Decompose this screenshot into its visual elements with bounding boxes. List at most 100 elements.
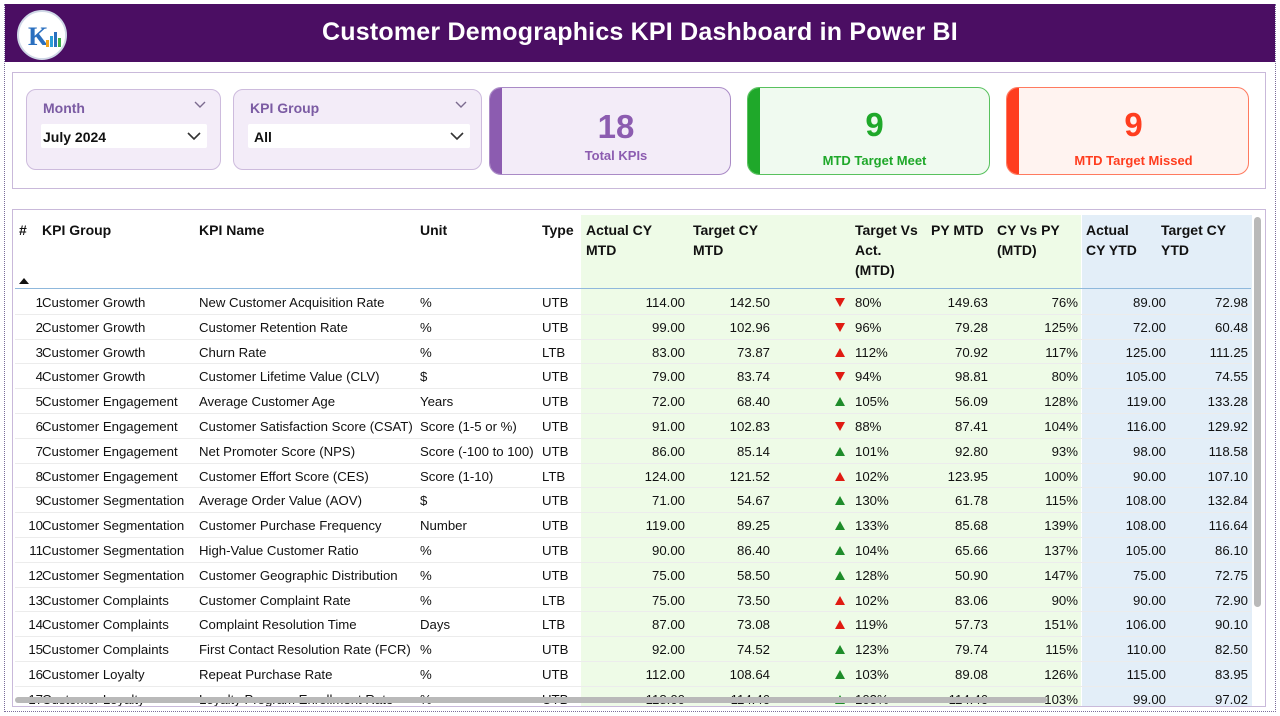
type-cell: UTB bbox=[542, 493, 569, 509]
table-row[interactable]: 7 Customer Engagement Net Promoter Score (… bbox=[15, 439, 1251, 464]
cy-vs-py-cell: 93% bbox=[1051, 443, 1078, 459]
table-row[interactable]: 9 Customer Segmentation Average Order Valu… bbox=[15, 488, 1251, 514]
table-row[interactable]: 13 Customer Complaints Customer Complaint … bbox=[15, 588, 1251, 613]
kpi-group-slicer[interactable]: KPI Group All bbox=[233, 89, 482, 170]
header-divider bbox=[15, 288, 1251, 289]
actual-cy-ytd-cell: 99.00 bbox=[1132, 691, 1166, 707]
header-bar: K Customer Demographics KPI Dashboard in… bbox=[5, 4, 1275, 62]
col-header-actual-cy-mtd[interactable]: Actual CY MTD bbox=[586, 220, 652, 260]
table-row[interactable]: 16 Customer Loyalty Repeat Purchase Rate% U… bbox=[15, 662, 1251, 687]
row-number: 7 bbox=[35, 443, 43, 459]
py-mtd-cell: 79.28 bbox=[954, 319, 988, 335]
col-header-unit[interactable]: Unit bbox=[420, 222, 448, 238]
kpi-name-cell: Average Order Value (AOV) bbox=[199, 493, 362, 509]
table-row[interactable]: 10 Customer Segmentation Customer Purchase… bbox=[15, 513, 1251, 538]
actual-cy-mtd-cell: 99.00 bbox=[651, 319, 685, 335]
target-vs-act-cell: 94% bbox=[855, 369, 882, 385]
table-row[interactable]: 4 Customer Growth Customer Lifetime Value … bbox=[15, 364, 1251, 390]
sort-ascending-icon[interactable] bbox=[19, 278, 29, 284]
col-header-type[interactable]: Type bbox=[542, 222, 574, 238]
target-vs-act-cell: 96% bbox=[855, 319, 882, 335]
card-accent-bar bbox=[748, 88, 760, 174]
kpi-name-cell: First Contact Resolution Rate (FCR) bbox=[199, 642, 411, 658]
py-mtd-cell: 149.63 bbox=[947, 295, 988, 310]
kpi-table[interactable]: # KPI Group KPI Name Unit Type Actual CY… bbox=[12, 209, 1266, 707]
table-row[interactable]: 6 Customer Engagement Customer Satisfactio… bbox=[15, 414, 1251, 439]
actual-cy-ytd-cell: 90.00 bbox=[1132, 592, 1166, 608]
row-number: 8 bbox=[35, 468, 43, 484]
kpi-name-cell: Customer Satisfaction Score (CSAT) bbox=[199, 419, 413, 434]
col-header-target-cy-ytd[interactable]: Target CY YTD bbox=[1161, 220, 1226, 260]
up-triangle-icon bbox=[835, 546, 845, 555]
actual-cy-ytd-cell: 110.00 bbox=[1126, 642, 1166, 658]
actual-cy-mtd-cell: 114.00 bbox=[645, 295, 685, 310]
type-cell: UTB bbox=[542, 443, 569, 459]
target-cy-ytd-cell: 74.55 bbox=[1214, 369, 1248, 385]
type-cell: UTB bbox=[542, 394, 569, 410]
col-header-num[interactable]: # bbox=[19, 222, 27, 238]
target-cy-mtd-cell: 102.83 bbox=[729, 419, 770, 434]
target-vs-act-cell: 130% bbox=[855, 493, 889, 509]
kpi-name-cell: Complaint Resolution Time bbox=[199, 617, 357, 633]
col-header-target-cy-mtd[interactable]: Target CY MTD bbox=[693, 220, 758, 260]
month-dropdown[interactable]: July 2024 bbox=[41, 124, 207, 148]
kpi-group-dropdown[interactable]: All bbox=[248, 124, 470, 148]
table-row[interactable]: 3 Customer Growth Churn Rate% LTB 83.00 73.87… bbox=[15, 340, 1251, 365]
col-header-cy-vs-py[interactable]: CY Vs PY (MTD) bbox=[997, 220, 1060, 260]
table-row[interactable]: 1 Customer Growth New Customer Acquisition… bbox=[15, 290, 1251, 315]
table-row[interactable]: 8 Customer Engagement Customer Effort Scor… bbox=[15, 464, 1251, 489]
chevron-down-icon[interactable] bbox=[187, 129, 201, 143]
cy-vs-py-cell: 137% bbox=[1044, 543, 1078, 558]
total-kpis-card: 18 Total KPIs bbox=[489, 87, 731, 175]
col-header-kpi-group[interactable]: KPI Group bbox=[42, 222, 112, 238]
month-slicer[interactable]: Month July 2024 bbox=[26, 89, 221, 170]
down-triangle-icon bbox=[835, 372, 845, 382]
col-header-kpi-name[interactable]: KPI Name bbox=[199, 222, 265, 238]
target-vs-act-cell: 102% bbox=[855, 468, 889, 484]
kpi-name-cell: Customer Lifetime Value (CLV) bbox=[199, 369, 380, 385]
target-cy-mtd-cell: 83.74 bbox=[736, 369, 770, 385]
logo: K bbox=[17, 10, 67, 60]
table-row[interactable]: 12 Customer Segmentation Customer Geograph… bbox=[15, 563, 1251, 588]
col-header-py-mtd[interactable]: PY MTD bbox=[931, 222, 984, 238]
col-header-line: (MTD) bbox=[997, 242, 1037, 258]
table-row[interactable]: 11 Customer Segmentation High-Value Custom… bbox=[15, 538, 1251, 563]
table-row[interactable]: 2 Customer Growth Customer Retention Rate%… bbox=[15, 315, 1251, 340]
chevron-down-icon[interactable] bbox=[455, 98, 467, 110]
py-mtd-cell: 61.78 bbox=[954, 493, 988, 509]
actual-cy-ytd-cell: 125.00 bbox=[1125, 344, 1166, 360]
up-triangle-icon bbox=[835, 645, 845, 655]
vertical-scrollbar[interactable] bbox=[1254, 217, 1261, 607]
actual-cy-mtd-cell: 72.00 bbox=[651, 394, 685, 410]
table-row[interactable]: 14 Customer Complaints Complaint Resolutio… bbox=[15, 612, 1251, 638]
py-mtd-cell: 123.95 bbox=[947, 468, 988, 484]
table-row[interactable]: 15 Customer Complaints First Contact Resol… bbox=[15, 637, 1251, 662]
py-mtd-cell: 85.68 bbox=[954, 518, 988, 534]
actual-cy-ytd-cell: 116.00 bbox=[1126, 419, 1166, 434]
chevron-down-icon[interactable] bbox=[194, 98, 206, 110]
kpi-group-cell: Customer Segmentation bbox=[42, 567, 185, 583]
unit-cell: % bbox=[420, 543, 432, 558]
cy-vs-py-cell: 117% bbox=[1045, 344, 1078, 360]
type-cell: UTB bbox=[542, 567, 569, 583]
chevron-down-icon[interactable] bbox=[450, 129, 464, 143]
target-cy-ytd-cell: 97.02 bbox=[1214, 691, 1248, 707]
cy-vs-py-cell: 80% bbox=[1051, 369, 1078, 385]
actual-cy-mtd-cell: 79.00 bbox=[651, 369, 685, 385]
card-accent-bar bbox=[1007, 88, 1019, 174]
kpi-name-cell: Customer Effort Score (CES) bbox=[199, 468, 369, 484]
horizontal-scrollbar[interactable] bbox=[15, 697, 1047, 703]
target-vs-act-cell: 119% bbox=[855, 617, 888, 633]
unit-cell: $ bbox=[420, 493, 428, 509]
col-header-actual-cy-ytd[interactable]: Actual CY YTD bbox=[1086, 220, 1137, 260]
target-cy-ytd-cell: 72.90 bbox=[1214, 592, 1248, 608]
target-cy-mtd-cell: 73.08 bbox=[736, 617, 770, 633]
svg-text:K: K bbox=[28, 22, 49, 51]
up-triangle-icon bbox=[835, 620, 845, 630]
actual-cy-mtd-cell: 75.00 bbox=[651, 592, 685, 608]
table-row[interactable]: 5 Customer Engagement Average Customer Age… bbox=[15, 389, 1251, 414]
col-header-target-vs-act[interactable]: Target Vs Act. (MTD) bbox=[855, 220, 918, 280]
mtd-target-missed-label: MTD Target Missed bbox=[1074, 153, 1193, 168]
kpi-name-cell: Average Customer Age bbox=[199, 394, 336, 410]
py-mtd-cell: 83.06 bbox=[954, 592, 988, 608]
